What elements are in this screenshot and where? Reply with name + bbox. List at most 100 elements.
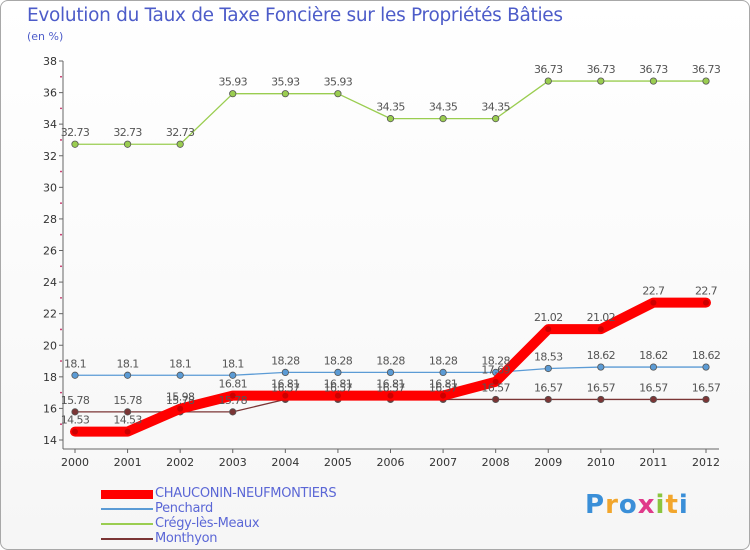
data-label: 16.81 [219, 378, 248, 391]
logo-letter: o [618, 490, 638, 520]
data-label: 16.57 [534, 381, 563, 394]
y-tick-label: 14 [43, 434, 57, 447]
data-point-1 [439, 368, 447, 377]
x-tick-label: 2010 [587, 456, 615, 469]
data-point-1 [123, 371, 132, 379]
data-label: 18.62 [587, 349, 616, 362]
y-minor-tick [60, 360, 62, 362]
legend-label: CHAUCONIN-NEUFMONTIERS [155, 486, 337, 501]
data-label: 21.02 [534, 311, 563, 324]
data-point-1 [544, 364, 552, 373]
data-label: 16.57 [481, 381, 510, 394]
data-point-3 [229, 408, 237, 416]
y-tick-label: 26 [43, 245, 57, 258]
y-minor-tick [60, 202, 62, 205]
y-minor-tick [60, 75, 62, 78]
y-tick-label: 16 [43, 402, 57, 415]
data-label: 16.81 [324, 378, 353, 391]
data-label: 32.73 [61, 126, 90, 139]
data-label: 16.57 [376, 381, 405, 394]
data-point-3 [71, 408, 79, 416]
data-label: 34.35 [376, 101, 405, 114]
data-label: 15.98 [166, 391, 195, 404]
y-tick-label: 32 [43, 150, 57, 163]
data-label: 15.78 [219, 394, 248, 407]
proxiti-logo: Proxiti [585, 490, 689, 520]
y-tick-label: 28 [43, 213, 57, 226]
data-label: 18.62 [639, 349, 668, 362]
data-point-1 [597, 363, 605, 371]
logo-letter: i [655, 490, 666, 520]
data-label: 18.28 [324, 354, 353, 367]
data-point-chauconin [545, 326, 552, 333]
data-label: 15.78 [166, 394, 195, 407]
data-label: 35.93 [324, 76, 353, 89]
y-tick-label: 22 [43, 308, 57, 321]
data-label: 35.93 [219, 76, 248, 89]
data-point-3 [597, 395, 605, 404]
data-point-2 [176, 140, 184, 148]
y-minor-tick [60, 233, 62, 236]
data-point-chauconin [597, 326, 604, 333]
data-point-2 [123, 140, 132, 148]
data-point-3 [649, 395, 658, 404]
data-label: 22.7 [695, 285, 718, 298]
y-tick-label: 38 [43, 55, 57, 68]
data-label: 18.1 [222, 357, 244, 370]
y-tick-label: 30 [43, 181, 57, 194]
data-point-chauconin [492, 378, 499, 385]
x-tick-label: 2011 [639, 456, 667, 469]
x-tick-label: 2002 [166, 456, 194, 469]
data-label: 16.57 [324, 381, 353, 394]
data-point-1 [176, 371, 184, 379]
data-label: 35.93 [271, 76, 300, 89]
data-point-2 [544, 77, 552, 85]
y-tick-label: 24 [43, 276, 57, 289]
x-tick-label: 2009 [534, 456, 562, 469]
data-point-2 [386, 115, 395, 123]
data-label: 17.69 [481, 364, 510, 377]
logo-letter: x [637, 490, 656, 520]
y-minor-tick [60, 107, 62, 110]
data-label: 16.81 [429, 378, 458, 391]
x-tick-label: 2004 [271, 456, 299, 469]
data-point-1 [71, 371, 79, 379]
data-label: 16.57 [429, 381, 458, 394]
data-point-chauconin [282, 392, 289, 399]
data-label: 18.1 [64, 357, 86, 370]
x-tick-label: 2005 [324, 456, 352, 469]
data-point-chauconin [124, 428, 131, 435]
y-tick-label: 34 [43, 118, 57, 131]
data-point-2 [281, 90, 289, 98]
data-point-chauconin [387, 392, 394, 399]
y-minor-tick [60, 170, 62, 173]
data-label: 36.73 [534, 63, 563, 76]
logo-letter: P [585, 490, 606, 520]
legend-swatch [101, 490, 153, 499]
data-label: 18.28 [376, 354, 405, 367]
data-label: 18.28 [481, 354, 510, 367]
data-label: 18.1 [117, 357, 139, 370]
y-tick-label: 36 [43, 87, 57, 100]
x-tick-label: 2008 [482, 456, 510, 469]
data-label: 15.78 [113, 394, 142, 407]
data-point-3 [123, 408, 132, 416]
data-label: 36.73 [639, 63, 668, 76]
legend-swatch [101, 523, 153, 525]
data-label: 34.35 [481, 101, 510, 114]
data-point-2 [439, 115, 447, 123]
y-tick-label: 20 [43, 339, 57, 352]
data-label: 16.57 [692, 381, 721, 394]
data-point-2 [649, 77, 658, 85]
data-label: 14.53 [61, 414, 90, 427]
y-minor-tick [60, 328, 62, 331]
legend-label: Crégy-lès-Meaux [155, 516, 260, 531]
x-tick-label: 2007 [429, 456, 457, 469]
data-label: 16.81 [376, 378, 405, 391]
legend-swatch [101, 538, 153, 540]
x-tick-label: 2000 [61, 456, 89, 469]
x-tick-label: 2012 [692, 456, 720, 469]
y-minor-tick [60, 423, 62, 426]
data-point-3 [492, 395, 500, 404]
